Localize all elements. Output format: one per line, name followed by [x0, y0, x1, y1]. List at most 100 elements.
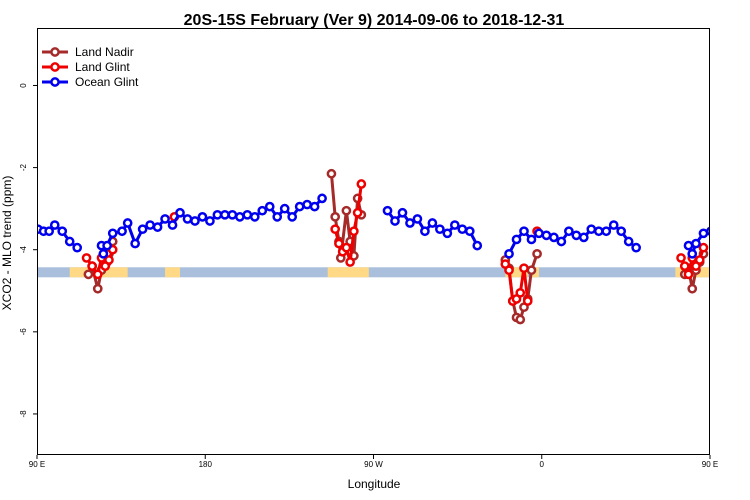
ocean-glint-point: [317, 193, 327, 204]
x-axis-label: Longitude: [348, 477, 401, 491]
ocean-glint-point: [427, 218, 438, 228]
ocean-glint-point: [220, 209, 230, 220]
land-band-segment: [165, 267, 181, 278]
ocean-glint-point: [722, 240, 729, 247]
land-glint-point: [679, 261, 690, 271]
ocean-glint-point: [137, 224, 148, 235]
ocean-glint-point: [564, 226, 574, 237]
ocean-glint-point: [160, 214, 170, 224]
ocean-glint-point: [715, 221, 722, 228]
y-axis-label: XCO2 - MLO trend (ppm): [0, 176, 14, 311]
ocean-glint-point: [122, 218, 133, 228]
land-glint-point: [87, 261, 97, 271]
ocean-glint-point: [698, 228, 709, 239]
surface-band: [37, 267, 710, 278]
land-glint-point: [522, 296, 533, 306]
legend-label: Ocean Glint: [75, 75, 139, 89]
land-nadir-point: [326, 168, 337, 179]
y-tick-label: -4: [19, 246, 28, 254]
x-tick-label: 0: [540, 460, 545, 469]
ocean-glint-point: [504, 248, 514, 259]
land-glint-point: [330, 224, 341, 235]
ocean-glint-point: [44, 226, 55, 237]
land-nadir-point: [532, 248, 542, 259]
ocean-glint-point: [98, 248, 109, 259]
ocean-glint-point: [390, 216, 400, 226]
land-glint-point: [519, 263, 529, 274]
ocean-glint-point: [212, 209, 223, 220]
land-glint-point: [694, 255, 705, 265]
land-glint-point: [81, 253, 92, 263]
ocean-glint-point: [190, 216, 200, 226]
land-nadir-point: [687, 283, 698, 294]
land-nadir-point: [341, 205, 352, 216]
ocean-glint-point: [683, 240, 694, 251]
x-tick-label: 180: [199, 460, 213, 469]
ocean-glint-point: [107, 228, 118, 239]
legend-marker: [50, 47, 60, 57]
ocean-glint-point: [586, 224, 597, 235]
land-glint-point: [504, 265, 514, 276]
land-band-segment: [327, 267, 369, 278]
ocean-glint-point: [102, 240, 112, 251]
ocean-glint-point: [167, 220, 178, 230]
series-ocean-glint: [37, 193, 744, 259]
legend-label: Land Nadir: [75, 45, 134, 59]
ocean-glint-point: [57, 226, 68, 237]
ocean-glint-point: [205, 216, 215, 226]
ocean-glint-point: [49, 220, 60, 230]
land-glint-point: [698, 242, 709, 253]
land-glint-point: [341, 242, 352, 253]
legend-item-ocean-glint: Ocean Glint: [42, 75, 139, 89]
y-tick-label: -8: [19, 410, 28, 418]
ocean-glint-point: [534, 228, 544, 239]
ocean-glint-point: [631, 242, 642, 253]
ocean-glint-point: [526, 234, 537, 245]
y-tick-label: -6: [19, 328, 28, 336]
land-glint-point: [683, 269, 694, 280]
ocean-glint-point: [302, 199, 312, 210]
ocean-glint-point: [608, 220, 619, 230]
ocean-band: [37, 267, 710, 278]
ocean-glint-line: [687, 229, 710, 256]
ocean-glint-point: [64, 236, 75, 247]
x-tick-label: 90 E: [29, 460, 45, 469]
ocean-glint-point: [464, 226, 475, 237]
x-tick-label: 90 W: [364, 460, 383, 469]
land-band-segment: [505, 267, 528, 278]
ocean-glint-point: [234, 212, 245, 222]
legend-marker: [50, 62, 60, 72]
ocean-glint-point: [737, 221, 744, 228]
legend-label: Land Glint: [75, 60, 130, 74]
ocean-glint-point: [264, 201, 275, 212]
ocean-glint-point: [152, 222, 163, 232]
y-tick-label: -2: [19, 163, 28, 171]
y-tick-label: 0: [19, 83, 28, 88]
ocean-glint-point: [272, 212, 283, 222]
land-glint-point: [356, 179, 367, 189]
ocean-glint-point: [249, 212, 260, 222]
ocean-glint-point: [511, 234, 522, 245]
ocean-glint-point: [706, 226, 710, 236]
ocean-glint-point: [397, 207, 408, 218]
land-glint-point: [104, 255, 114, 265]
ocean-glint-point: [309, 201, 320, 212]
ocean-glint-point: [117, 226, 127, 237]
land-glint-point: [345, 257, 355, 267]
land-glint-point: [92, 269, 103, 280]
ocean-glint-point: [287, 212, 298, 222]
ocean-glint-point: [457, 224, 468, 235]
land-glint-point: [334, 238, 344, 249]
ocean-glint-point: [175, 207, 185, 218]
ocean-glint-point: [556, 236, 567, 247]
legend-item-land-nadir: Land Nadir: [42, 45, 134, 59]
land-nadir-point: [92, 283, 103, 294]
x-tick-label: 90 E: [702, 460, 718, 469]
ocean-glint-point: [519, 226, 529, 237]
ocean-glint-point: [616, 226, 627, 237]
land-nadir-point: [526, 265, 537, 276]
land-nadir-point: [83, 269, 94, 280]
ocean-glint-point: [571, 230, 582, 241]
ocean-glint-point: [279, 203, 290, 214]
